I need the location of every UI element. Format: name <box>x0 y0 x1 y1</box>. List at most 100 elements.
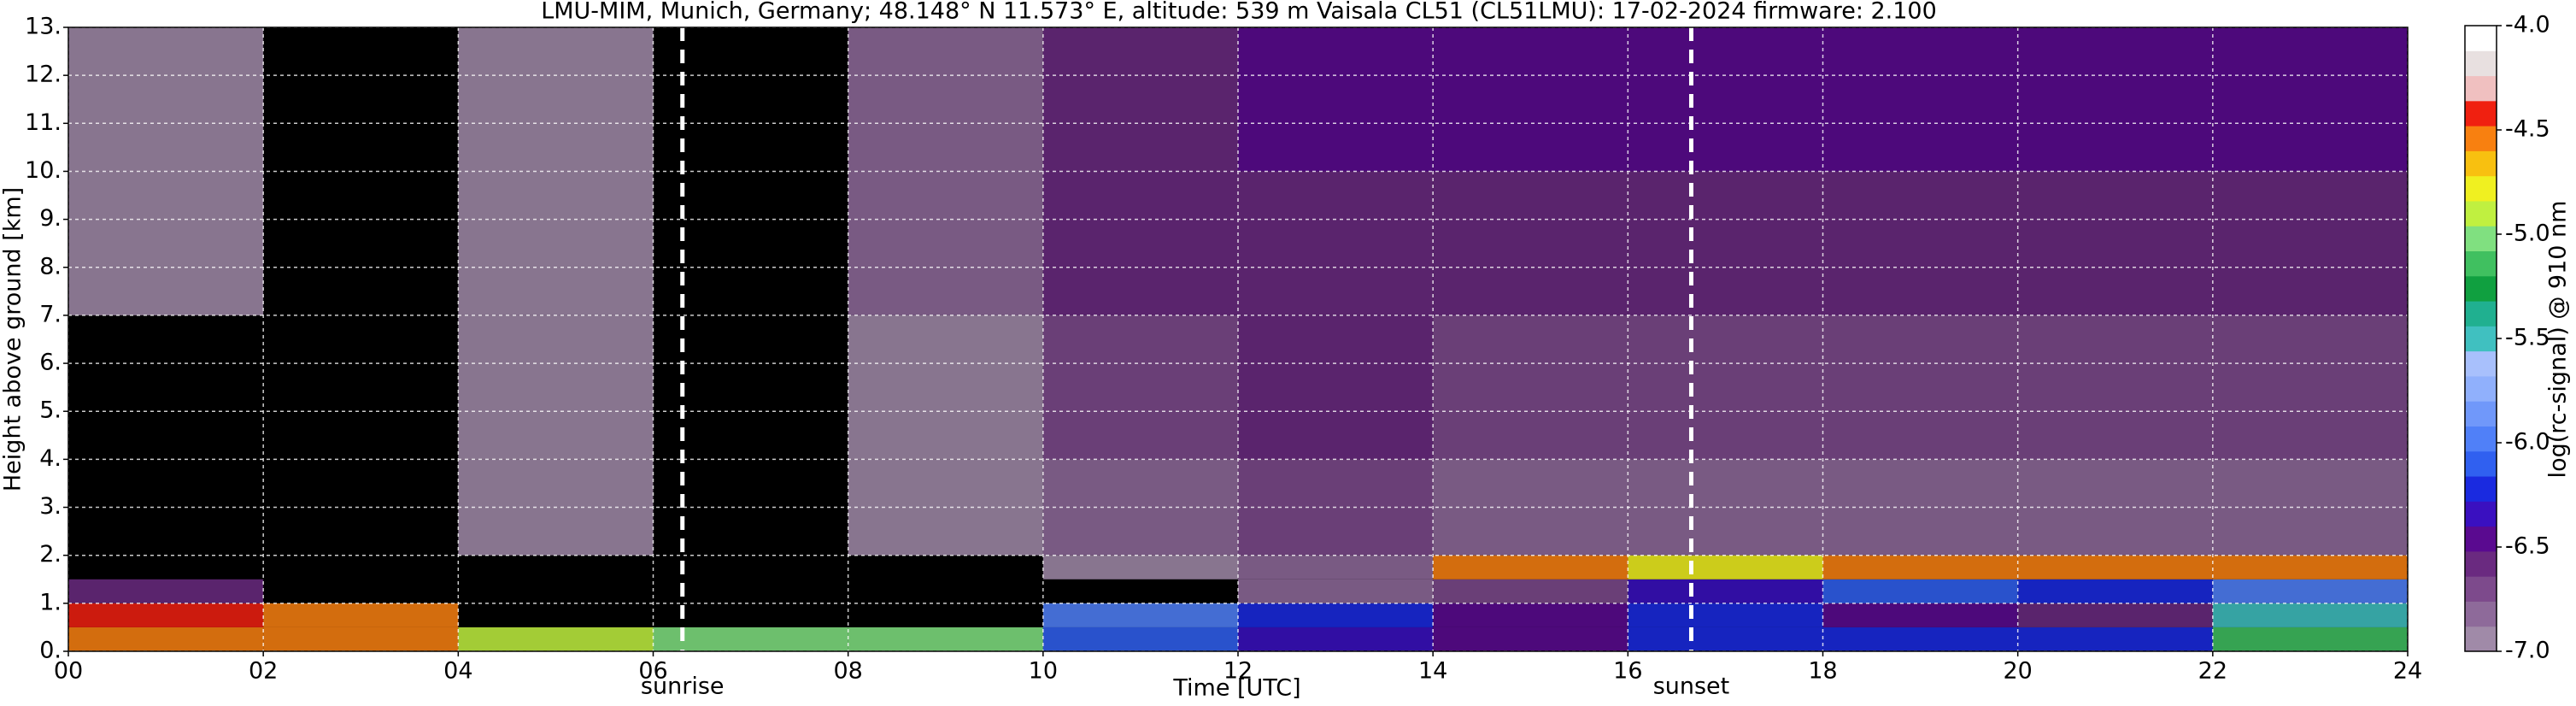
colorbar-tick-label: -5.5 <box>2505 325 2550 351</box>
heat-cell <box>2212 603 2408 627</box>
heat-cell <box>1042 315 1238 460</box>
y-tick-label: 8. <box>39 253 62 279</box>
colorbar-step <box>2465 350 2497 377</box>
colorbar-step <box>2465 301 2497 327</box>
y-tick-label: 9. <box>39 205 62 232</box>
chart-title: LMU-MIM, Munich, Germany; 48.148° N 11.5… <box>541 0 1937 25</box>
x-tick-label: 06 <box>638 658 667 685</box>
heat-cell <box>263 603 459 627</box>
heat-cell <box>1433 627 1628 651</box>
heat-cell <box>2212 171 2408 315</box>
heat-cell <box>1042 627 1238 651</box>
heat-cell <box>458 27 654 172</box>
heat-cell <box>68 579 264 603</box>
heat-cell <box>1628 315 1823 460</box>
heat-cell <box>1628 579 1823 603</box>
heat-cell <box>2017 555 2213 580</box>
colorbar-label: log(rc-signal) @ 910 nm <box>2545 201 2572 479</box>
heat-cell <box>458 627 654 651</box>
heat-cell <box>1628 171 1823 315</box>
x-tick-label: 02 <box>249 658 278 685</box>
colorbar-step <box>2465 476 2497 502</box>
heat-cell <box>848 27 1043 172</box>
y-tick-label: 10. <box>25 157 62 184</box>
colorbar-step <box>2465 226 2497 252</box>
heat-cell <box>68 627 264 651</box>
heat-cell <box>1238 555 1434 580</box>
colorbar-step <box>2465 250 2497 277</box>
heat-cell <box>2212 315 2408 460</box>
y-tick-label: 6. <box>39 350 62 376</box>
plot-frame <box>67 26 2409 652</box>
heat-cell <box>2212 627 2408 651</box>
heat-cell <box>1433 579 1628 603</box>
heat-cell <box>1238 579 1434 603</box>
y-tick-label: 1. <box>39 589 62 615</box>
y-axis-label: Height above ground [km] <box>0 187 26 491</box>
colorbar-step <box>2465 75 2497 102</box>
heat-cell <box>1822 27 2018 172</box>
heat-cell <box>1433 555 1628 580</box>
heat-cell <box>1822 579 2018 603</box>
heat-cell <box>1628 27 1823 172</box>
heat-cell <box>68 27 264 172</box>
y-tick-label: 12. <box>25 62 62 88</box>
heat-cell <box>1822 555 2018 580</box>
y-tick-label: 2. <box>39 541 62 568</box>
heat-cell <box>2212 27 2408 172</box>
colorbar-step <box>2465 126 2497 151</box>
colorbar-step <box>2465 326 2497 352</box>
y-tick-label: 5. <box>39 397 62 424</box>
y-tick-label: 11. <box>25 109 62 136</box>
heat-cell <box>2017 627 2213 651</box>
colorbar-step <box>2465 50 2497 77</box>
heat-cell <box>1433 603 1628 627</box>
heat-cell <box>653 627 848 651</box>
colorbar-tick-label: -5.0 <box>2505 221 2550 247</box>
colorbar-step <box>2465 450 2497 477</box>
heat-cell <box>848 315 1043 460</box>
annotation-label: sunset <box>1653 674 1730 700</box>
heat-cell <box>1042 555 1238 580</box>
heat-cell <box>1238 603 1434 627</box>
heat-cell <box>1238 27 1434 172</box>
heat-cell <box>2017 171 2213 315</box>
colorbar-step <box>2465 526 2497 552</box>
heat-cell <box>1822 315 2018 460</box>
colorbar-step <box>2465 401 2497 427</box>
x-tick-label: 16 <box>1613 658 1642 685</box>
heat-cell <box>1433 171 1628 315</box>
colorbar-step <box>2465 426 2497 452</box>
x-tick-label: 24 <box>2393 658 2422 685</box>
y-tick-label: 7. <box>39 301 62 327</box>
colorbar-step <box>2465 275 2497 302</box>
heat-cell <box>458 315 654 460</box>
annotation-label: sunrise <box>641 674 725 700</box>
x-tick-label: 20 <box>2003 658 2032 685</box>
heat-cell <box>2212 555 2408 580</box>
heat-cell <box>1433 27 1628 172</box>
x-tick-label: 22 <box>2198 658 2227 685</box>
colorbar-step <box>2465 601 2497 627</box>
y-tick-label: 4. <box>39 445 62 472</box>
heat-cell <box>1822 171 2018 315</box>
heat-cell <box>1628 555 1823 580</box>
colorbar-tick-label: -4.5 <box>2505 116 2550 143</box>
colorbar-step <box>2465 550 2497 577</box>
heat-cell <box>2017 579 2213 603</box>
heat-cell <box>1042 459 1238 556</box>
colorbar-step <box>2465 626 2497 652</box>
y-tick-label: 3. <box>39 493 62 520</box>
heat-cell <box>2017 603 2213 627</box>
heat-cell <box>1822 459 2018 556</box>
colorbar-step <box>2465 26 2497 51</box>
colorbar-step <box>2465 501 2497 527</box>
heat-cell <box>68 603 264 627</box>
heat-cell <box>1238 627 1434 651</box>
heat-cell <box>848 627 1043 651</box>
colorbar-step <box>2465 576 2497 602</box>
colorbar-tick-label: -4.0 <box>2505 12 2550 38</box>
colorbar-tick-label: -7.0 <box>2505 638 2550 664</box>
x-tick-label: 18 <box>1808 658 1837 685</box>
